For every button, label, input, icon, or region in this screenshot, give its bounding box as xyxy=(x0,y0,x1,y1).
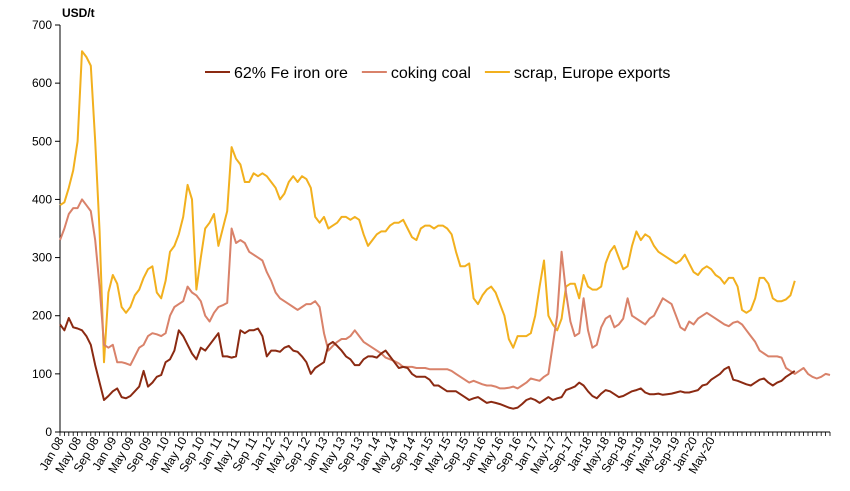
y-tick-label: 400 xyxy=(32,192,52,206)
legend-label: scrap, Europe exports xyxy=(514,65,671,82)
legend-label: 62% Fe iron ore xyxy=(234,65,348,82)
y-tick-label: 100 xyxy=(32,367,52,381)
series-line-coking-coal xyxy=(59,198,831,390)
y-tick-label: 600 xyxy=(32,76,52,90)
y-tick-label: 0 xyxy=(45,425,52,439)
series-line-scrap-europe-exports xyxy=(59,50,796,364)
y-tick-label: 700 xyxy=(32,18,52,32)
y-tick-label: 200 xyxy=(32,309,52,323)
legend: 62% Fe iron ore coking coal scrap, Europe … xyxy=(205,65,670,82)
series-lines xyxy=(59,50,831,410)
y-tick-label: 300 xyxy=(32,251,52,265)
series-line-62-fe-iron-ore xyxy=(59,317,796,410)
y-tick-label: 500 xyxy=(32,134,52,148)
y-unit-label: USD/t xyxy=(62,6,95,20)
legend-label: coking coal xyxy=(391,65,471,82)
y-axis: 0 100 200 300 400 500 600 700 xyxy=(32,18,61,439)
